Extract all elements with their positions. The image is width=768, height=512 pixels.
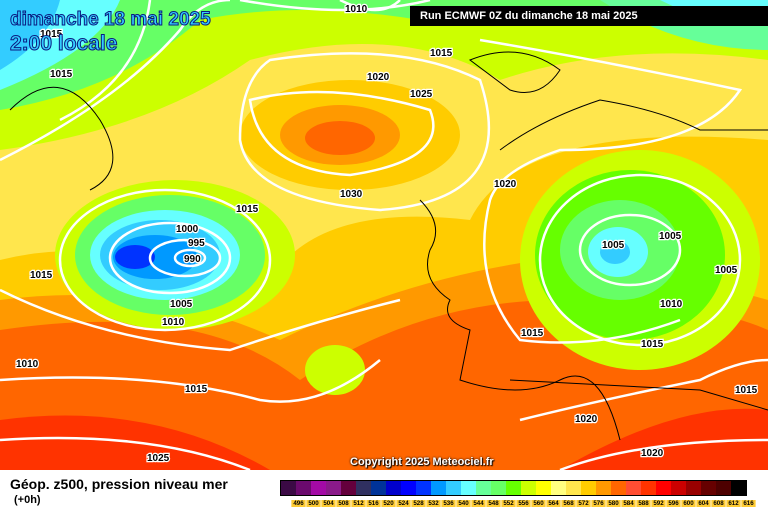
scale-label: 540 — [456, 500, 471, 507]
color-swatch — [491, 481, 506, 495]
scale-label: 508 — [336, 500, 351, 507]
legend-title: Géop. z500, pression niveau mer — [10, 476, 228, 492]
scale-label: 552 — [501, 500, 516, 507]
color-swatch — [281, 481, 296, 495]
color-swatch — [701, 481, 716, 495]
isobar-label: 1005 — [659, 231, 682, 242]
weather-map: 1010 1015 1015 1015 1020 1025 1030 1015 1000 995 9… — [0, 0, 768, 470]
scale-label: 528 — [411, 500, 426, 507]
color-swatch — [581, 481, 596, 495]
isobar-label: 1015 — [30, 270, 53, 281]
scale-label: 564 — [546, 500, 561, 507]
isobar-label: 1020 — [494, 179, 517, 190]
scale-label: 604 — [696, 500, 711, 507]
scale-label: 556 — [516, 500, 531, 507]
scale-label: 524 — [396, 500, 411, 507]
isobar-label: 1015 — [40, 29, 63, 40]
color-swatch — [356, 481, 371, 495]
color-swatch — [296, 481, 311, 495]
color-swatch — [596, 481, 611, 495]
scale-label: 532 — [426, 500, 441, 507]
scale-label: 572 — [576, 500, 591, 507]
color-swatch — [506, 481, 521, 495]
color-scale-labels: 496 500 504 508 512 516 520 524 528 532 536 540 544 5… — [291, 500, 756, 507]
scale-label: 612 — [726, 500, 741, 507]
scale-label: 592 — [651, 500, 666, 507]
color-swatch — [641, 481, 656, 495]
color-swatch — [311, 481, 326, 495]
isobar-label: 1005 — [170, 299, 193, 310]
isobar-label: 1015 — [236, 204, 259, 215]
scale-label: 588 — [636, 500, 651, 507]
isobar-label: 1015 — [185, 384, 208, 395]
scale-label: 568 — [561, 500, 576, 507]
color-swatch — [371, 481, 386, 495]
scale-label: 560 — [531, 500, 546, 507]
color-swatch — [551, 481, 566, 495]
scale-label: 496 — [291, 500, 306, 507]
isobar-label: 1005 — [602, 240, 625, 251]
scale-label: 520 — [381, 500, 396, 507]
color-swatch — [446, 481, 461, 495]
color-swatch — [431, 481, 446, 495]
scale-label: 580 — [606, 500, 621, 507]
scale-label: 616 — [741, 500, 756, 507]
color-swatch — [731, 481, 746, 495]
scale-label: 548 — [486, 500, 501, 507]
scale-label: 596 — [666, 500, 681, 507]
isobar-label: 1015 — [735, 385, 758, 396]
scale-label: 516 — [366, 500, 381, 507]
color-swatch — [626, 481, 641, 495]
color-swatch — [476, 481, 491, 495]
scale-label: 600 — [681, 500, 696, 507]
scale-label: 544 — [471, 500, 486, 507]
legend-subtitle: (+0h) — [14, 494, 41, 506]
color-swatch — [461, 481, 476, 495]
color-swatch — [536, 481, 551, 495]
scale-label: 608 — [711, 500, 726, 507]
color-swatch — [401, 481, 416, 495]
scale-label: 584 — [621, 500, 636, 507]
isobar-label: 1020 — [575, 414, 598, 425]
isobar-label: 1000 — [176, 224, 199, 235]
color-swatch — [716, 481, 731, 495]
time-title: 2:00 locale — [9, 32, 118, 55]
scale-label: 500 — [306, 500, 321, 507]
color-scale — [280, 480, 747, 496]
color-swatch — [326, 481, 341, 495]
scale-label: 576 — [591, 500, 606, 507]
isobar-label: 990 — [184, 254, 201, 265]
isobar-label: 995 — [188, 238, 205, 249]
isobar-label: 1010 — [660, 299, 683, 310]
copyright: Copyright 2025 Meteociel.fr — [350, 456, 494, 468]
isobar-label: 1025 — [147, 453, 170, 464]
date-title: dimanche 18 mai 2025 — [10, 9, 212, 30]
color-swatch — [416, 481, 431, 495]
isobar-label: 1030 — [340, 189, 363, 200]
isobar-label: 1015 — [521, 328, 544, 339]
color-swatch — [611, 481, 626, 495]
scale-label: 512 — [351, 500, 366, 507]
isobar-label: 1010 — [345, 4, 368, 15]
isobar-label: 1010 — [16, 359, 39, 370]
isobar-label: 1020 — [367, 72, 390, 83]
isobar-label: 1020 — [641, 448, 664, 459]
color-swatch — [521, 481, 536, 495]
isobar-label: 1015 — [641, 339, 664, 350]
scale-label: 504 — [321, 500, 336, 507]
color-swatch — [686, 481, 701, 495]
isobar-label: 1025 — [410, 89, 433, 100]
scale-label: 536 — [441, 500, 456, 507]
isobar-label: 1015 — [430, 48, 453, 59]
color-swatch — [386, 481, 401, 495]
isobar-label: 1015 — [50, 69, 73, 80]
color-swatch — [656, 481, 671, 495]
color-swatch — [671, 481, 686, 495]
isobar-label: 1010 — [162, 317, 185, 328]
run-label: Run ECMWF 0Z du dimanche 18 mai 2025 — [410, 6, 768, 26]
color-swatch — [566, 481, 581, 495]
isobar-label: 1005 — [715, 265, 738, 276]
color-swatch — [341, 481, 356, 495]
